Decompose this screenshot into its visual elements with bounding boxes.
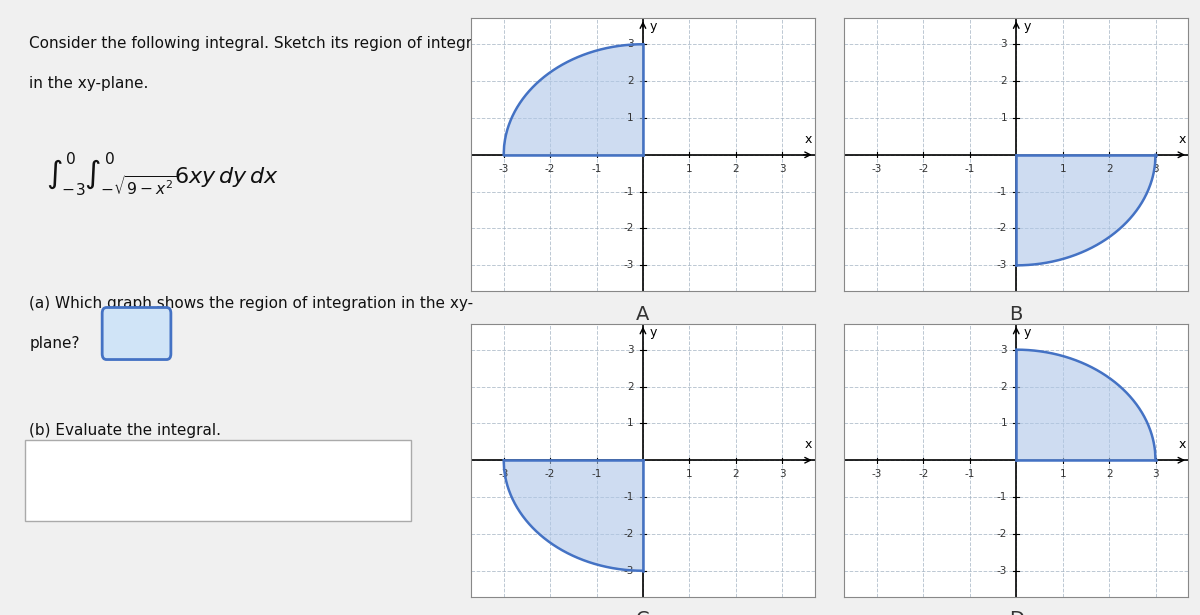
- Text: 2: 2: [1001, 381, 1007, 392]
- Text: 1: 1: [686, 469, 692, 480]
- Text: -3: -3: [498, 469, 509, 480]
- Text: C: C: [636, 610, 649, 615]
- Text: x: x: [1178, 133, 1186, 146]
- Text: 2: 2: [628, 76, 634, 86]
- Text: y: y: [650, 20, 658, 33]
- Text: 2: 2: [1105, 164, 1112, 174]
- Text: 2: 2: [1105, 469, 1112, 480]
- FancyBboxPatch shape: [25, 440, 412, 522]
- Text: -1: -1: [623, 186, 634, 197]
- Text: 2: 2: [732, 469, 739, 480]
- Text: 3: 3: [779, 164, 786, 174]
- Text: -1: -1: [965, 469, 976, 480]
- Text: 1: 1: [686, 164, 692, 174]
- Text: -3: -3: [623, 566, 634, 576]
- Text: -1: -1: [965, 164, 976, 174]
- Text: -2: -2: [996, 223, 1007, 234]
- Text: in the xy-plane.: in the xy-plane.: [29, 76, 149, 91]
- Text: plane?: plane?: [29, 336, 79, 351]
- Text: -3: -3: [498, 164, 509, 174]
- Text: -3: -3: [871, 164, 882, 174]
- Text: -2: -2: [623, 529, 634, 539]
- Text: -3: -3: [996, 566, 1007, 576]
- Polygon shape: [1016, 350, 1156, 460]
- Text: 1: 1: [628, 418, 634, 429]
- Text: y: y: [1024, 326, 1031, 339]
- Text: 1: 1: [628, 113, 634, 123]
- Text: 2: 2: [1001, 76, 1007, 86]
- Text: 2: 2: [732, 164, 739, 174]
- Text: x: x: [805, 133, 812, 146]
- Text: -1: -1: [996, 492, 1007, 502]
- Text: -1: -1: [623, 492, 634, 502]
- Text: y: y: [650, 326, 658, 339]
- Text: -3: -3: [623, 260, 634, 271]
- Text: -1: -1: [996, 186, 1007, 197]
- Text: B: B: [1009, 305, 1022, 323]
- Text: (a) Which graph shows the region of integration in the xy-: (a) Which graph shows the region of inte…: [29, 296, 473, 311]
- FancyBboxPatch shape: [102, 308, 170, 360]
- Polygon shape: [504, 44, 643, 155]
- Text: D: D: [1009, 610, 1024, 615]
- Text: 3: 3: [1001, 39, 1007, 49]
- Text: -2: -2: [918, 469, 929, 480]
- Text: 3: 3: [1152, 164, 1159, 174]
- Text: 1: 1: [1060, 164, 1066, 174]
- Text: -2: -2: [918, 164, 929, 174]
- Text: -3: -3: [871, 469, 882, 480]
- Text: 3: 3: [628, 344, 634, 355]
- Text: 3: 3: [1152, 469, 1159, 480]
- Text: ▲
▼: ▲ ▼: [154, 323, 160, 336]
- Text: A: A: [636, 305, 649, 323]
- Text: ?: ?: [128, 326, 136, 341]
- Text: -2: -2: [545, 469, 556, 480]
- Text: x: x: [1178, 438, 1186, 451]
- Text: Consider the following integral. Sketch its region of integration: Consider the following integral. Sketch …: [29, 36, 511, 51]
- Polygon shape: [504, 460, 643, 571]
- Text: 1: 1: [1001, 418, 1007, 429]
- Text: 3: 3: [779, 469, 786, 480]
- Text: 1: 1: [1060, 469, 1066, 480]
- Text: $\int_{-3}^{0} \int_{-\sqrt{9-x^2}}^{0} 6xy\,dy\,dx$: $\int_{-3}^{0} \int_{-\sqrt{9-x^2}}^{0} …: [46, 151, 278, 199]
- Text: 1: 1: [1001, 113, 1007, 123]
- Text: 2: 2: [628, 381, 634, 392]
- Text: -2: -2: [623, 223, 634, 234]
- Polygon shape: [1016, 155, 1156, 265]
- Text: -3: -3: [996, 260, 1007, 271]
- Text: -1: -1: [592, 469, 601, 480]
- Text: (b) Evaluate the integral.: (b) Evaluate the integral.: [29, 423, 221, 438]
- Text: -1: -1: [592, 164, 601, 174]
- Text: -2: -2: [545, 164, 556, 174]
- Text: x: x: [805, 438, 812, 451]
- Text: 3: 3: [628, 39, 634, 49]
- Text: -2: -2: [996, 529, 1007, 539]
- Text: y: y: [1024, 20, 1031, 33]
- Text: 3: 3: [1001, 344, 1007, 355]
